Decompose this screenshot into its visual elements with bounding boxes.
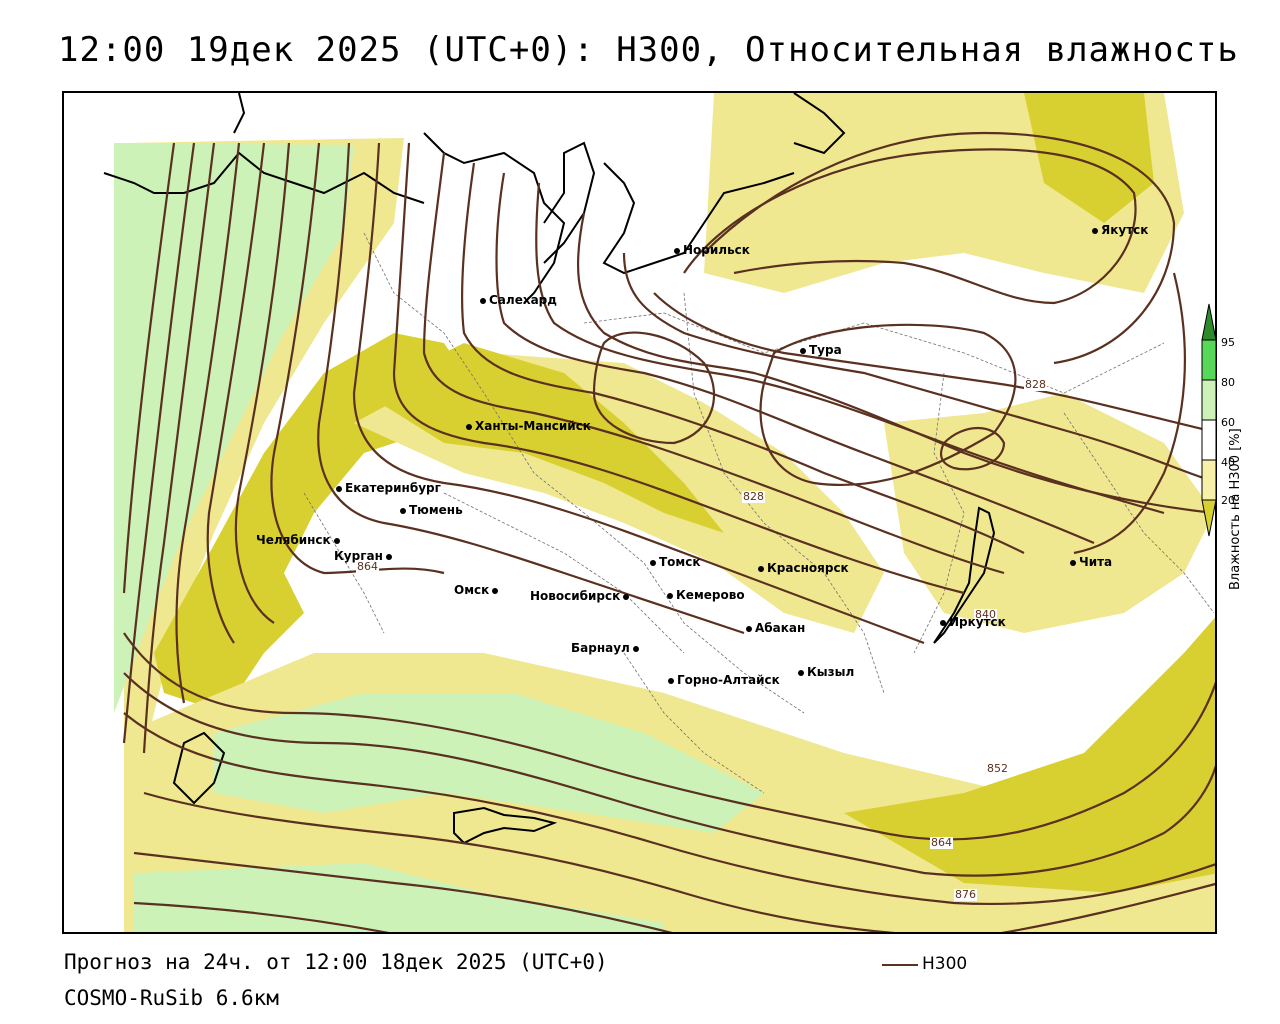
legend-tick: 60 (1221, 416, 1235, 429)
isoline-label: 828 (742, 490, 765, 503)
city-barnaul: Барнаул (571, 641, 642, 655)
city-marker-icon (333, 537, 340, 544)
city-marker-icon (940, 619, 946, 626)
legend-tick: 40 (1221, 456, 1235, 469)
city-marker-icon (667, 592, 673, 599)
humidity-band-green-west (114, 143, 354, 713)
city-marker-icon (466, 423, 472, 430)
forecast-map[interactable]: 828 828 840 852 864 864 876 Норильск Яку… (62, 91, 1217, 934)
city-omsk: Омск (454, 583, 501, 597)
isoline-label: 852 (986, 762, 1009, 775)
city-marker-icon (758, 565, 764, 572)
isoline-label: 864 (356, 560, 379, 573)
humidity-fields (114, 93, 1215, 932)
city-yekaterinburg: Екатеринбург (336, 481, 441, 495)
balkhash-lake (453, 806, 558, 845)
city-marker-icon (650, 559, 656, 566)
city-marker-icon (385, 553, 392, 560)
city-abakan: Абакан (746, 621, 805, 635)
city-khanty-mansiysk: Ханты-Мансийск (466, 419, 591, 433)
region-borders (303, 232, 1215, 794)
isoline-label: 828 (1024, 378, 1047, 391)
closed-small-east (939, 427, 1006, 471)
legend-colorbar (1201, 303, 1217, 537)
legend-tick: 95 (1221, 336, 1235, 349)
city-marker-icon (800, 347, 806, 354)
city-gorno-altaysk: Горно-Алтайск (668, 673, 780, 687)
caspian-coast (172, 731, 226, 805)
forecast-info: Прогноз на 24ч. от 12:00 18дек 2025 (UTC… (64, 950, 608, 974)
h300-isolines (122, 131, 1215, 932)
humidity-band-northeast-dark (1024, 93, 1154, 223)
city-marker-icon (674, 247, 680, 254)
city-marker-icon (746, 625, 752, 632)
city-marker-icon (632, 645, 639, 652)
city-kemerovo: Кемерово (667, 588, 745, 602)
city-marker-icon (1070, 559, 1076, 566)
city-marker-icon (1092, 227, 1098, 234)
city-marker-icon (336, 485, 342, 492)
city-salekhard: Салехард (480, 293, 557, 307)
model-name: COSMO-RuSib 6.6км (64, 986, 279, 1010)
city-marker-icon (798, 669, 804, 676)
city-krasnoyarsk: Красноярск (758, 561, 849, 575)
city-marker-icon (400, 507, 406, 514)
isoline-label: 864 (930, 836, 953, 849)
map-title: 12:00 19дек 2025 (UTC+0): H300, Относите… (58, 30, 1239, 70)
closed-low-west (592, 331, 716, 445)
city-novosibirsk: Новосибирск (530, 589, 632, 603)
city-tura: Тура (800, 343, 842, 357)
humidity-legend: 95 80 60 40 20 Влажность на H300 [%] (1200, 300, 1270, 590)
city-kurgan: Курган (334, 549, 395, 563)
map-canvas (103, 93, 1215, 932)
city-norilsk: Норильск (674, 243, 750, 257)
city-chelyabinsk: Челябинск (256, 533, 343, 547)
city-marker-icon (668, 677, 674, 684)
city-kyzyl: Кызыл (798, 665, 854, 679)
h300-line-label: H300 (922, 954, 968, 974)
city-marker-icon (492, 587, 499, 594)
city-marker-icon (480, 297, 486, 304)
city-yakutsk: Якутск (1092, 223, 1148, 237)
city-chita: Чита (1070, 555, 1112, 569)
city-marker-icon (623, 593, 630, 600)
lake-baikal (933, 506, 996, 644)
legend-tick: 80 (1221, 376, 1235, 389)
city-tyumen: Тюмень (400, 503, 463, 517)
legend-title: Влажность на H300 [%] (1228, 428, 1243, 590)
isoline-label: 876 (954, 888, 977, 901)
city-irkutsk: Иркутск (940, 615, 1006, 629)
city-tomsk: Томск (650, 555, 701, 569)
h300-line-swatch (882, 964, 918, 966)
humidity-band-south-green (214, 693, 764, 833)
humidity-band-southeast-dark (844, 617, 1215, 893)
legend-tick: 20 (1221, 494, 1235, 507)
isoline-label: 840 (974, 608, 997, 621)
